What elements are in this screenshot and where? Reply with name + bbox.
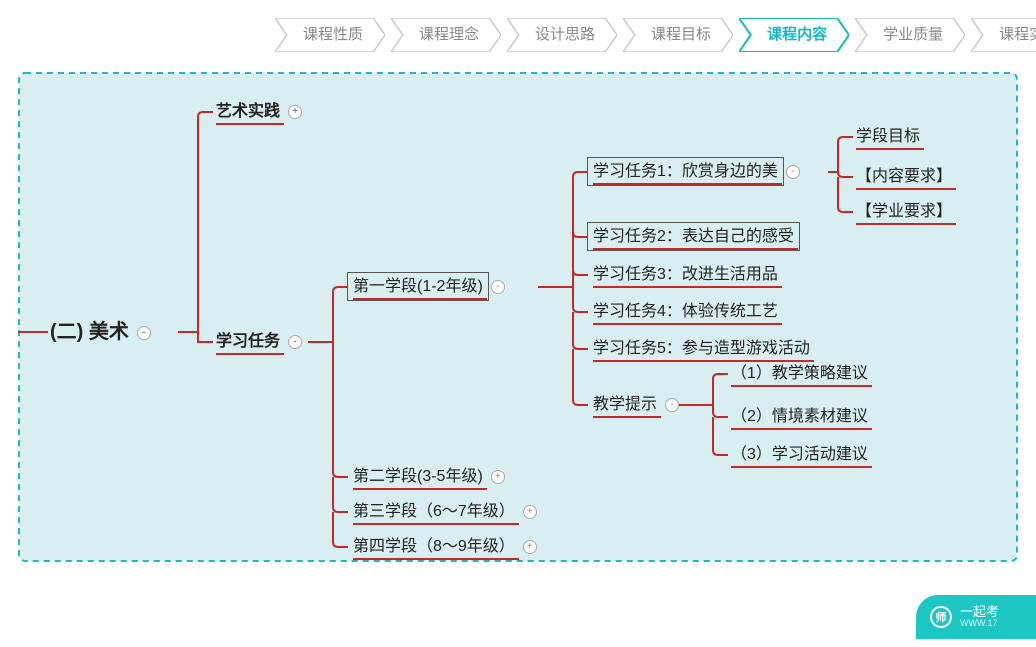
badge-icon: 师 — [930, 606, 952, 628]
node-stage-3[interactable]: 第三学段（6～7年级） + — [353, 502, 515, 521]
node-label: 第四学段（8～9年级） — [353, 538, 515, 555]
node-label: 学习任务2：表达自己的感受 — [593, 228, 794, 245]
node-root[interactable]: (二) 美术 - — [50, 320, 129, 344]
tab-course-nature[interactable]: 课程性质 — [275, 18, 385, 52]
node-task-1[interactable]: 学习任务1：欣赏身边的美 - — [593, 162, 778, 181]
tab-label: 课程内容 — [767, 26, 827, 43]
node-label: （2）情境素材建议 — [731, 408, 868, 425]
tab-label: 课程目标 — [651, 26, 711, 43]
node-content-req[interactable]: 【内容要求】 — [856, 167, 952, 186]
node-stage-goal[interactable]: 学段目标 — [856, 127, 920, 146]
tab-academic-quality[interactable]: 学业质量 — [855, 18, 965, 52]
tab-design-idea[interactable]: 设计思路 — [507, 18, 617, 52]
node-label: 学习任务 — [216, 333, 280, 350]
collapse-icon[interactable]: - — [491, 280, 505, 294]
node-label: 学习任务1：欣赏身边的美 — [593, 163, 778, 180]
tab-label: 课程实施 — [999, 26, 1036, 43]
tab-course-content[interactable]: 课程内容 — [739, 18, 849, 52]
node-stage-4[interactable]: 第四学段（8～9年级） + — [353, 537, 515, 556]
node-tip-1[interactable]: （1）教学策略建议 — [731, 364, 868, 383]
tab-course-goal[interactable]: 课程目标 — [623, 18, 733, 52]
node-label: 学习任务4：体验传统工艺 — [593, 303, 778, 320]
tab-course-concept[interactable]: 课程理念 — [391, 18, 501, 52]
expand-icon[interactable]: + — [523, 505, 537, 519]
collapse-icon[interactable]: - — [665, 398, 679, 412]
node-task-3[interactable]: 学习任务3：改进生活用品 — [593, 265, 778, 284]
node-label: 第三学段（6～7年级） — [353, 503, 515, 520]
node-teaching-tips[interactable]: 教学提示 - — [593, 395, 657, 414]
tab-label: 课程性质 — [303, 26, 363, 43]
expand-icon[interactable]: + — [523, 540, 537, 554]
collapse-icon[interactable]: - — [786, 165, 800, 179]
node-label: （1）教学策略建议 — [731, 365, 868, 382]
node-learning-tasks[interactable]: 学习任务 - — [216, 332, 280, 351]
expand-icon[interactable]: + — [288, 105, 302, 119]
watermark-badge: 师 一起考 WWW.17 — [916, 595, 1036, 639]
badge-line2: WWW.17 — [960, 619, 999, 629]
node-tip-3[interactable]: （3）学习活动建议 — [731, 445, 868, 464]
node-task-2[interactable]: 学习任务2：表达自己的感受 — [593, 227, 794, 246]
node-tip-2[interactable]: （2）情境素材建议 — [731, 407, 868, 426]
expand-icon[interactable]: + — [491, 470, 505, 484]
node-label: 第二学段(3-5年级) — [353, 468, 483, 485]
collapse-icon[interactable]: - — [288, 335, 302, 349]
node-label: (二) 美术 — [50, 321, 129, 343]
node-art-practice[interactable]: 艺术实践 + — [216, 102, 280, 121]
node-label: 【内容要求】 — [856, 168, 952, 185]
tab-label: 设计思路 — [535, 26, 595, 43]
node-stage-1[interactable]: 第一学段(1-2年级) - — [353, 277, 483, 296]
node-label: 【学业要求】 — [856, 203, 952, 220]
node-task-5[interactable]: 学习任务5：参与造型游戏活动 — [593, 339, 810, 358]
node-label: 学习任务3：改进生活用品 — [593, 266, 778, 283]
tab-label: 学业质量 — [883, 26, 943, 43]
node-academic-req[interactable]: 【学业要求】 — [856, 202, 952, 221]
collapse-icon[interactable]: - — [137, 326, 151, 340]
node-task-4[interactable]: 学习任务4：体验传统工艺 — [593, 302, 778, 321]
node-label: 学段目标 — [856, 128, 920, 145]
node-label: 学习任务5：参与造型游戏活动 — [593, 340, 810, 357]
badge-line1: 一起考 — [960, 605, 999, 619]
tab-course-impl[interactable]: 课程实施 — [971, 18, 1036, 52]
mindmap-canvas: (二) 美术 - 艺术实践 + 学习任务 - 第一学段(1-2年级) - 第二学… — [18, 72, 1018, 562]
node-label: （3）学习活动建议 — [731, 446, 868, 463]
node-label: 第一学段(1-2年级) — [353, 278, 483, 295]
node-stage-2[interactable]: 第二学段(3-5年级) + — [353, 467, 483, 486]
node-label: 艺术实践 — [216, 103, 280, 120]
node-label: 教学提示 — [593, 396, 657, 413]
tab-label: 课程理念 — [419, 26, 479, 43]
breadcrumb-tabs: 课程性质 课程理念 设计思路 课程目标 课程内容 学业质量 课程实施 — [275, 18, 1036, 58]
